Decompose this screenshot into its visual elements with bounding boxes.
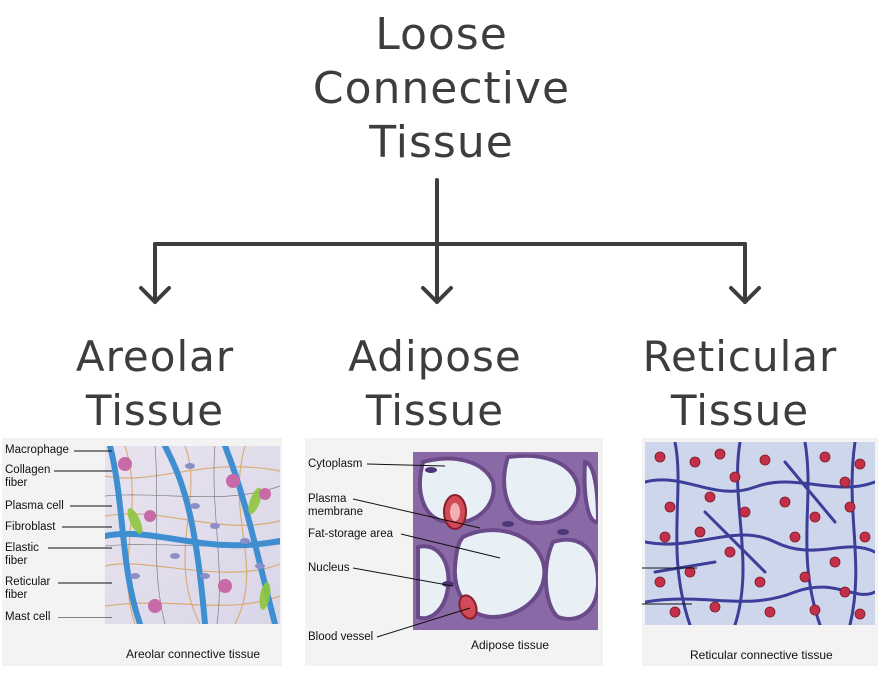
label-plasma-cell: Plasma cell xyxy=(5,500,64,512)
branch-connector xyxy=(139,178,761,304)
reticular-heading-line-2: Tissue xyxy=(670,386,810,435)
diagram-title-line-3: Tissue xyxy=(369,117,514,168)
adipose-caption: Adipose tissue xyxy=(471,638,550,652)
label-macrophage: Macrophage xyxy=(5,444,69,456)
diagram-title-line-1: Loose xyxy=(375,9,508,60)
label-collagen-fiber: Collagen fiber xyxy=(5,464,51,489)
label-nucleus: Nucleus xyxy=(308,562,350,574)
reticular-tissue-illustration xyxy=(645,442,875,625)
adipose-heading-line-1: Adipose xyxy=(348,332,522,381)
label-reticular-fiber: Reticular fiber xyxy=(5,576,51,601)
arrow-middle-head xyxy=(421,286,453,304)
arrow-right-head xyxy=(729,286,761,304)
adipose-heading-line-2: Tissue xyxy=(365,386,505,435)
areolar-tissue-illustration xyxy=(105,446,280,624)
label-mast-cell: Mast cell xyxy=(5,611,51,623)
label-elastic-fiber: Elastic fiber xyxy=(5,542,39,567)
label-fibroblast: Fibroblast xyxy=(5,521,56,533)
label-cytoplasm: Cytoplasm xyxy=(308,458,363,470)
reticular-panel: Reticular connective tissue xyxy=(642,438,878,666)
reticular-caption: Reticular connective tissue xyxy=(690,648,833,662)
areolar-caption: Areolar connective tissue xyxy=(126,647,261,661)
label-blood-vessel: Blood vessel xyxy=(308,631,374,643)
areolar-heading-line-2: Tissue xyxy=(85,386,225,435)
reticular-heading-line-1: Reticular xyxy=(642,332,838,381)
areolar-panel: Macrophage Collagen fiber Plasma cell Fi… xyxy=(2,438,282,666)
label-plasma-membrane: Plasma membrane xyxy=(308,493,363,518)
adipose-tissue-illustration xyxy=(413,452,598,630)
arrow-left-head xyxy=(139,286,171,304)
diagram-title-line-2: Connective xyxy=(312,63,571,114)
adipose-panel: Cytoplasm Plasma membrane Fat-storage ar… xyxy=(305,438,603,666)
areolar-heading-line-1: Areolar xyxy=(75,332,235,381)
reticular-leader-lines xyxy=(642,567,697,605)
areolar-leader-lines xyxy=(48,450,112,618)
label-fat-storage-area: Fat-storage area xyxy=(308,528,394,540)
adipose-leader-lines xyxy=(352,463,501,638)
